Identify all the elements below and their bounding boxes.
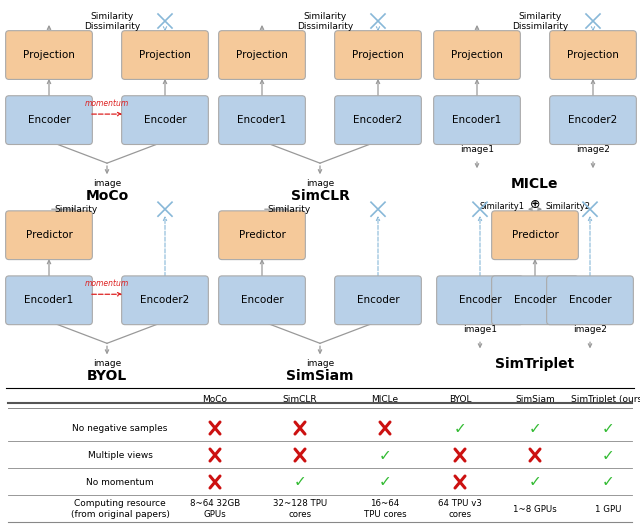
Text: Encoder: Encoder (356, 295, 399, 305)
Text: Predictor: Predictor (26, 230, 72, 240)
Text: SimSiam: SimSiam (286, 369, 354, 384)
FancyBboxPatch shape (335, 96, 421, 145)
Text: BYOL: BYOL (449, 395, 471, 404)
Text: Similarity: Similarity (267, 205, 310, 214)
Text: Projection: Projection (236, 50, 288, 60)
FancyBboxPatch shape (122, 31, 209, 79)
Text: No negative samples: No negative samples (72, 423, 168, 433)
FancyBboxPatch shape (434, 31, 520, 79)
Text: Encoder: Encoder (514, 295, 556, 305)
Text: SimTriplet (ours): SimTriplet (ours) (571, 395, 640, 404)
Text: MoCo: MoCo (202, 395, 227, 404)
Text: Projection: Projection (567, 50, 619, 60)
Text: SimCLR: SimCLR (283, 395, 317, 404)
Text: 1~8 GPUs: 1~8 GPUs (513, 504, 557, 513)
Text: momentum: momentum (85, 99, 129, 108)
Text: Encoder: Encoder (144, 115, 186, 125)
Text: Similarity: Similarity (54, 205, 97, 214)
Text: image2: image2 (576, 145, 610, 154)
Text: Encoder2: Encoder2 (568, 115, 618, 125)
Text: image2: image2 (573, 325, 607, 334)
FancyBboxPatch shape (547, 276, 634, 325)
Text: ✓: ✓ (529, 475, 541, 489)
FancyBboxPatch shape (434, 96, 520, 145)
Text: ✓: ✓ (602, 420, 614, 436)
Text: MoCo: MoCo (85, 189, 129, 203)
Text: Encoder: Encoder (28, 115, 70, 125)
Text: 32~128 TPU
cores: 32~128 TPU cores (273, 500, 327, 519)
FancyBboxPatch shape (6, 96, 92, 145)
FancyBboxPatch shape (436, 276, 524, 325)
Text: ✓: ✓ (379, 447, 392, 462)
FancyBboxPatch shape (219, 276, 305, 325)
Text: Computing resource
(from original papers): Computing resource (from original papers… (70, 500, 170, 519)
Text: MICLe: MICLe (371, 395, 399, 404)
Text: Projection: Projection (352, 50, 404, 60)
Text: image: image (306, 179, 334, 188)
Text: image: image (306, 359, 334, 368)
Text: Similarity2: Similarity2 (545, 202, 590, 211)
FancyBboxPatch shape (122, 96, 209, 145)
Text: Similarity
Dissimilarity: Similarity Dissimilarity (297, 12, 353, 31)
Text: ✓: ✓ (602, 447, 614, 462)
Text: SimCLR: SimCLR (291, 189, 349, 203)
Text: ✓: ✓ (529, 420, 541, 436)
Text: image: image (93, 179, 121, 188)
FancyBboxPatch shape (219, 211, 305, 260)
FancyBboxPatch shape (122, 276, 209, 325)
Text: ⊕: ⊕ (530, 198, 540, 211)
Text: image1: image1 (463, 325, 497, 334)
Text: SimSiam: SimSiam (515, 395, 555, 404)
FancyBboxPatch shape (550, 96, 636, 145)
Text: image1: image1 (460, 145, 494, 154)
Text: Multiple views: Multiple views (88, 451, 152, 460)
Text: Projection: Projection (451, 50, 503, 60)
FancyBboxPatch shape (6, 211, 92, 260)
Text: image: image (93, 359, 121, 368)
Text: 8~64 32GB
GPUs: 8~64 32GB GPUs (190, 500, 240, 519)
FancyBboxPatch shape (492, 211, 579, 260)
Text: ✓: ✓ (454, 420, 467, 436)
Text: 64 TPU v3
cores: 64 TPU v3 cores (438, 500, 482, 519)
Text: 1 GPU: 1 GPU (595, 504, 621, 513)
FancyBboxPatch shape (6, 31, 92, 79)
Text: Encoder1: Encoder1 (237, 115, 287, 125)
Text: Encoder1: Encoder1 (24, 295, 74, 305)
FancyBboxPatch shape (219, 31, 305, 79)
Text: BYOL: BYOL (87, 369, 127, 384)
Text: Encoder: Encoder (241, 295, 284, 305)
Text: momentum: momentum (85, 279, 129, 288)
FancyBboxPatch shape (550, 31, 636, 79)
Text: Similarity1: Similarity1 (480, 202, 525, 211)
FancyBboxPatch shape (492, 276, 579, 325)
Text: Predictor: Predictor (239, 230, 285, 240)
Text: ✓: ✓ (602, 475, 614, 489)
Text: Predictor: Predictor (511, 230, 559, 240)
Text: ✓: ✓ (294, 475, 307, 489)
Text: ✓: ✓ (379, 475, 392, 489)
Text: MICLe: MICLe (511, 177, 559, 191)
FancyBboxPatch shape (335, 276, 421, 325)
FancyBboxPatch shape (335, 31, 421, 79)
Text: Encoder: Encoder (569, 295, 611, 305)
Text: Projection: Projection (23, 50, 75, 60)
Text: Encoder: Encoder (459, 295, 501, 305)
Text: Encoder2: Encoder2 (353, 115, 403, 125)
Text: Encoder1: Encoder1 (452, 115, 502, 125)
Text: SimTriplet: SimTriplet (495, 358, 575, 371)
FancyBboxPatch shape (6, 276, 92, 325)
Text: No momentum: No momentum (86, 478, 154, 486)
Text: Encoder2: Encoder2 (140, 295, 189, 305)
FancyBboxPatch shape (219, 96, 305, 145)
Text: Similarity
Dissimilarity: Similarity Dissimilarity (512, 12, 568, 31)
Text: Projection: Projection (139, 50, 191, 60)
Text: 16~64
TPU cores: 16~64 TPU cores (364, 500, 406, 519)
Text: Similarity
Dissimilarity: Similarity Dissimilarity (84, 12, 140, 31)
